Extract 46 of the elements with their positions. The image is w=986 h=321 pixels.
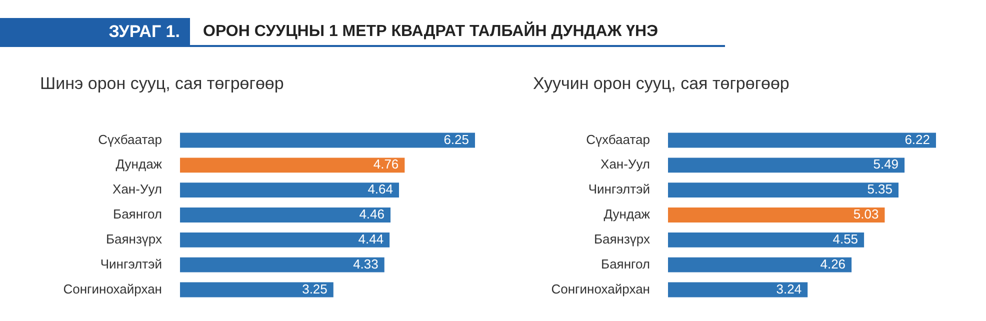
data-label: 4.26 (820, 256, 846, 272)
chart-title: Шинэ орон сууц, сая төгрөгөөр (40, 74, 284, 94)
data-label: 4.64 (368, 182, 394, 197)
data-label: 5.35 (867, 182, 893, 197)
bar (668, 232, 864, 248)
y-tick-label: Сонгинохайрхан (551, 281, 650, 296)
bar (180, 182, 400, 198)
bar (180, 257, 384, 272)
y-tick-label: Баянгол (113, 206, 162, 222)
bar (668, 158, 905, 173)
data-label: 4.33 (353, 256, 378, 272)
bar (668, 132, 936, 148)
data-label: 4.44 (358, 231, 384, 246)
bar (668, 182, 899, 198)
text: ОРОН СУУЦНЫ 1 МЕТР КВАДРАТ ТАЛБАЙН ДУНДАЖ ҮНЭ (203, 20, 658, 42)
y-tick-label: Сүхбаатар (586, 132, 650, 147)
y-tick-label: Чингэлтэй (100, 256, 162, 272)
bar (668, 282, 808, 298)
y-tick-label: Чингэлтэй (588, 182, 650, 197)
data-label: 4.55 (832, 231, 858, 246)
bar (180, 132, 475, 148)
chart-title: Хуучин орон сууц, сая төгрөгөөр (533, 74, 790, 94)
y-tick-label: Баянзүрх (106, 231, 162, 246)
data-label: 3.25 (302, 281, 328, 296)
data-label: 6.22 (904, 132, 930, 147)
y-tick-label: Дундаж (116, 156, 162, 172)
bar (668, 208, 885, 222)
data-label: 5.03 (853, 206, 879, 222)
bar (180, 208, 391, 222)
y-tick-label: Сүхбаатар (98, 132, 162, 147)
data-label: 4.76 (373, 156, 399, 172)
bar (180, 232, 390, 248)
y-tick-label: Сонгинохайрхан (63, 281, 162, 296)
bar (668, 257, 852, 272)
y-tick-label: Хан-Уул (600, 156, 650, 172)
data-label: 5.49 (873, 156, 899, 172)
bar (180, 158, 405, 173)
text: ЗУРАГ 1. (0, 18, 190, 46)
data-label: 4.46 (359, 206, 385, 222)
bar (180, 282, 334, 298)
data-label: 6.25 (444, 132, 469, 147)
y-tick-label: Баянзүрх (594, 231, 650, 246)
y-tick-label: Хан-Уул (112, 182, 162, 197)
data-label: 3.24 (776, 281, 802, 296)
y-tick-label: Дундаж (604, 206, 650, 222)
y-tick-label: Баянгол (601, 256, 650, 272)
